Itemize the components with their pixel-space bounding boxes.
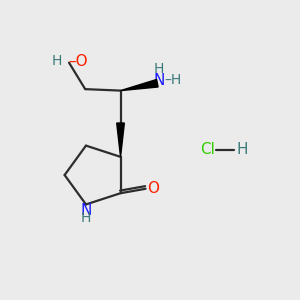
Text: H: H xyxy=(237,142,248,158)
Text: N: N xyxy=(153,73,164,88)
Text: H: H xyxy=(51,54,62,68)
Text: N: N xyxy=(80,203,92,218)
Polygon shape xyxy=(121,80,158,91)
Text: H: H xyxy=(154,62,164,76)
Text: Cl: Cl xyxy=(200,142,215,158)
Text: –H: –H xyxy=(165,73,182,87)
Text: –O: –O xyxy=(68,54,88,69)
Polygon shape xyxy=(117,123,124,157)
Text: O: O xyxy=(147,181,159,196)
Text: H: H xyxy=(81,211,91,225)
